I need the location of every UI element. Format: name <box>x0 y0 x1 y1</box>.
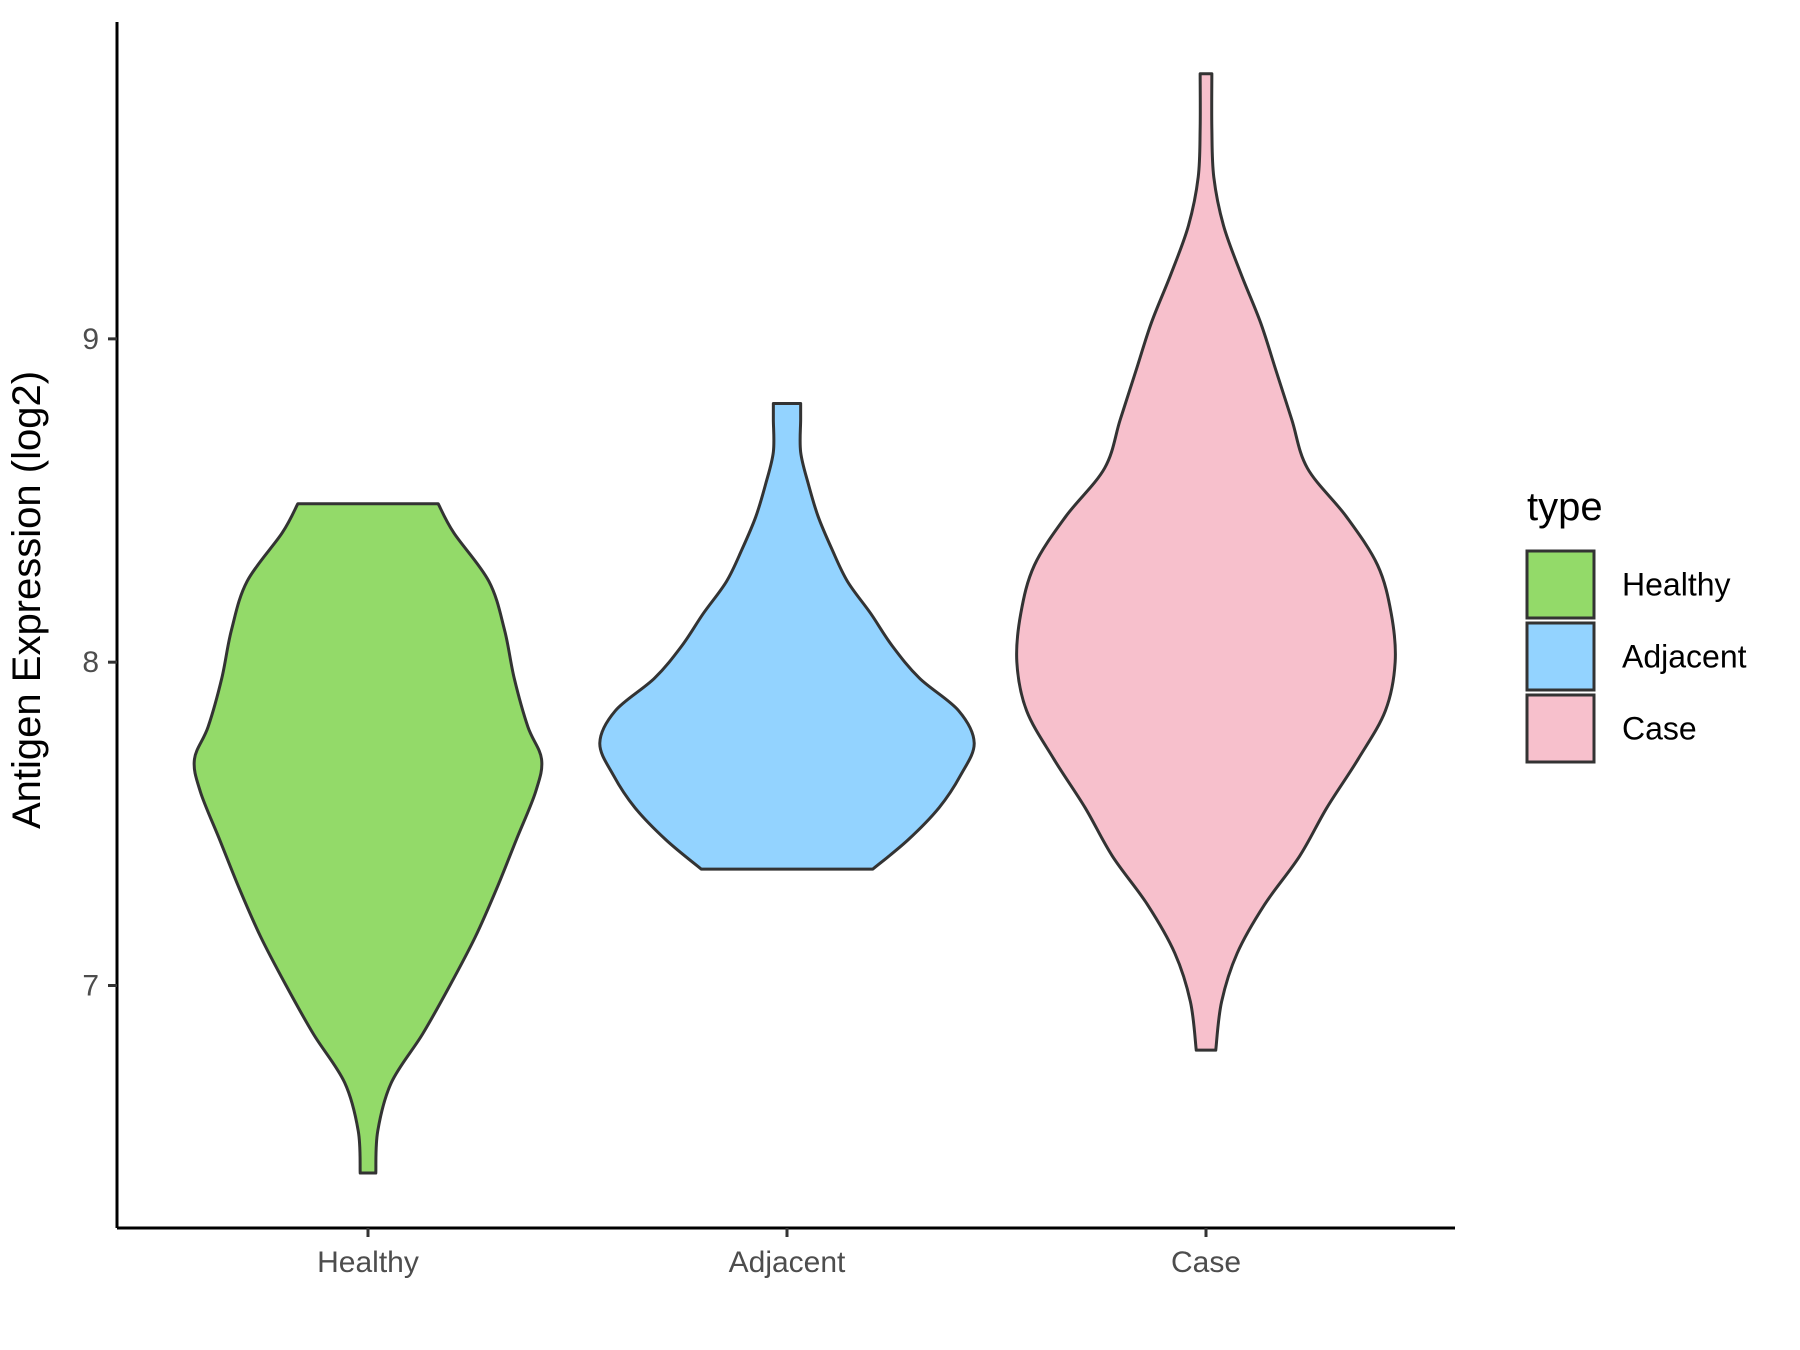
y-tick-label: 8 <box>82 646 99 679</box>
legend: type Healthy Adjacent Case <box>1525 485 1747 764</box>
x-tick-label: Adjacent <box>729 1246 846 1279</box>
violins-group <box>192 72 1397 1175</box>
y-tick-label: 9 <box>82 323 99 356</box>
x-axis-ticks: Healthy Adjacent Case <box>317 1228 1241 1279</box>
legend-key-case <box>1525 693 1596 764</box>
legend-label-healthy: Healthy <box>1622 567 1731 603</box>
x-tick-label: Healthy <box>317 1246 419 1279</box>
legend-key-healthy <box>1525 549 1596 620</box>
legend-label-case: Case <box>1622 711 1697 747</box>
y-tick-label: 7 <box>82 970 99 1003</box>
legend-label-adjacent: Adjacent <box>1622 639 1747 675</box>
x-tick-label: Case <box>1171 1246 1241 1279</box>
legend-key-adjacent <box>1525 621 1596 692</box>
y-axis-ticks: 7 8 9 <box>82 323 117 1003</box>
violin-adjacent <box>598 402 976 871</box>
violin-case <box>1015 72 1397 1052</box>
y-axis-title: Antigen Expression (log2) <box>5 371 49 829</box>
legend-items: Healthy Adjacent Case <box>1525 549 1747 764</box>
violin-healthy <box>192 502 544 1175</box>
legend-title: type <box>1527 485 1603 529</box>
